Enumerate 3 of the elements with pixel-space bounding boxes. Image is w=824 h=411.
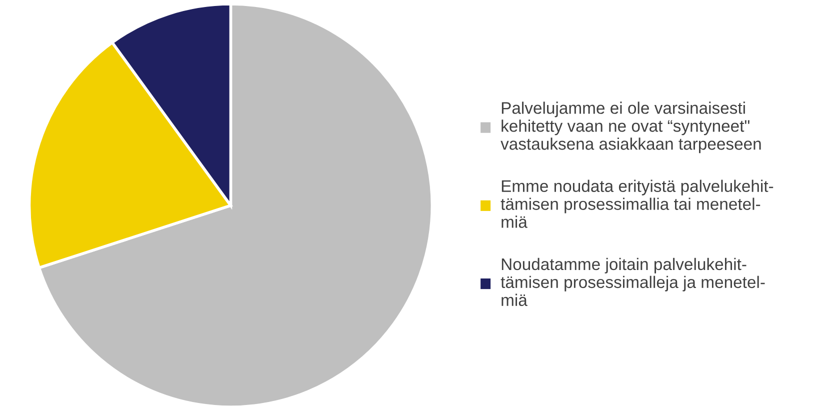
legend-label: Palvelujamme ei ole varsinaisesti kehitetty vaan ne ovat “syntyneet" vastauksena asiakkaan tarpeeseen <box>500 102 761 154</box>
legend-label: Emme noudata erityistä palvelukehit- tämisen prosessimallia tai menetel- miä <box>500 180 774 228</box>
legend-label: Noudatamme joitain palvelukehit- tämisen prosessimalleja ja menetel- miä <box>500 258 765 306</box>
